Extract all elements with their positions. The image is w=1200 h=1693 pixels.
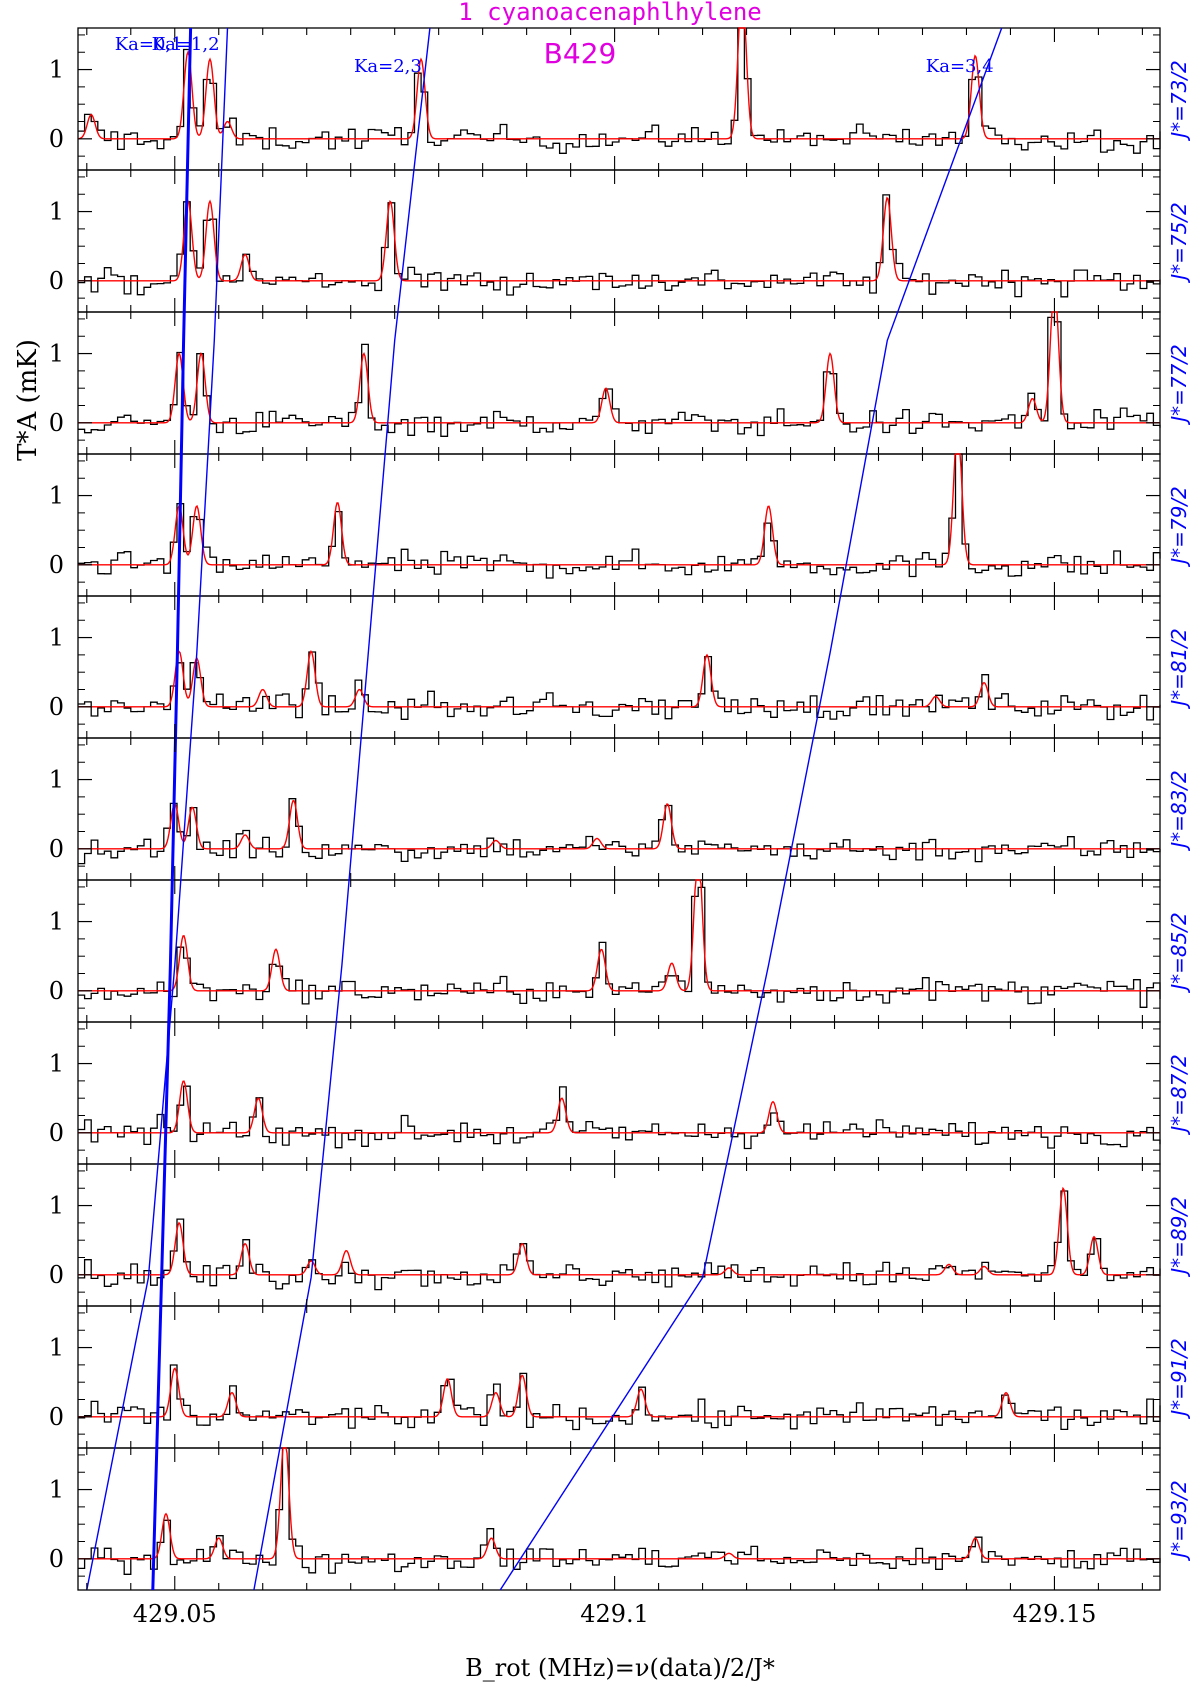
panel-label: J*=85/2: [1167, 912, 1191, 994]
panel-frame: [77, 1021, 1161, 1165]
model-spectrum: [78, 1080, 1160, 1134]
y-tick-label: 1: [49, 1050, 64, 1078]
panel-label: J*=93/2: [1167, 1480, 1191, 1562]
model-spectrum: [78, 1186, 1160, 1276]
panel-label: J*=89/2: [1167, 1196, 1191, 1278]
model-spectrum: [78, 453, 1160, 566]
model-spectrum: [78, 1447, 1160, 1560]
y-tick-label: 1: [49, 482, 64, 510]
y-tick-label: 1: [49, 1334, 64, 1362]
model-spectrum: [78, 879, 1160, 992]
y-tick-label: 0: [49, 125, 64, 153]
model-spectrum: [78, 650, 1160, 708]
panel-frame: [77, 169, 1161, 313]
guide-label: Ka=1,2: [152, 34, 220, 55]
y-tick-label: 0: [49, 1403, 64, 1431]
chart-title: 1 cyanoacenaphlhylene: [458, 0, 761, 26]
guide-curve: [86, 27, 229, 1591]
observed-spectrum: [78, 1447, 1161, 1575]
y-tick-label: 0: [49, 267, 64, 295]
guide-curve: [253, 27, 431, 1591]
guide-label: Ka=3,4: [926, 56, 994, 77]
x-tick-label: 429.05: [133, 1600, 217, 1628]
observed-spectrum: [78, 651, 1161, 721]
observed-spectrum: [78, 1190, 1161, 1291]
observed-spectrum: [78, 1364, 1161, 1431]
guide-label: Ka=0,1: [115, 34, 183, 55]
panel-label: J*=91/2: [1167, 1338, 1191, 1420]
y-tick-label: 1: [49, 908, 64, 936]
observed-spectrum: [78, 316, 1161, 437]
y-tick-label: 0: [49, 1545, 64, 1573]
guide-curve: [499, 27, 1003, 1591]
y-axis-label: T*A (mK): [13, 339, 43, 461]
x-tick-label: 429.1: [580, 1600, 649, 1628]
model-spectrum: [78, 799, 1160, 850]
y-tick-label: 0: [49, 977, 64, 1005]
y-tick-label: 0: [49, 1119, 64, 1147]
panel-frames: [77, 27, 1161, 1591]
y-tick-label: 1: [49, 1476, 64, 1504]
panel-label: J*=87/2: [1167, 1054, 1191, 1136]
panel-frame: [77, 1163, 1161, 1307]
model-spectrum: [78, 311, 1160, 424]
guide-label: Ka=2,3: [354, 56, 422, 77]
axis-ticks: [78, 28, 1160, 1590]
y-tick-label: 0: [49, 551, 64, 579]
y-tick-label: 1: [49, 198, 64, 226]
panel-frame: [77, 1305, 1161, 1449]
y-tick-label: 0: [49, 409, 64, 437]
panel-frame: [77, 311, 1161, 455]
observed-spectrum: [78, 453, 1161, 579]
model-spectrum: [78, 196, 1160, 282]
y-tick-label: 0: [49, 835, 64, 863]
panel-label: J*=79/2: [1167, 486, 1191, 568]
y-tick-label: 1: [49, 766, 64, 794]
x-tick-label: 429.15: [1012, 1600, 1096, 1628]
y-tick-label: 1: [49, 624, 64, 652]
y-tick-label: 1: [49, 56, 64, 84]
y-tick-label: 0: [49, 1261, 64, 1289]
observed-spectrum: [78, 27, 1161, 154]
observed-spectrum: [78, 194, 1161, 298]
panel-frame: [77, 453, 1161, 597]
panel-label: J*=77/2: [1167, 344, 1191, 426]
panel-frame: [77, 1447, 1161, 1591]
panel-label: J*=73/2: [1167, 60, 1191, 142]
panel-label: J*=75/2: [1167, 202, 1191, 284]
observed-spectrum: [78, 1085, 1161, 1150]
panel-label: J*=83/2: [1167, 770, 1191, 852]
model-spectra: [77, 27, 1160, 1560]
y-tick-label: 1: [49, 340, 64, 368]
panel-frame: [77, 879, 1161, 1023]
guide-curve: [151, 27, 193, 1591]
panel-frame: [77, 595, 1161, 739]
panel-label: J*=81/2: [1167, 628, 1191, 710]
observed-spectrum: [78, 798, 1161, 865]
model-spectrum: [78, 1367, 1160, 1418]
observed-spectrum: [78, 886, 1161, 1008]
x-axis-label: B_rot (MHz)=ν(data)/2/J*: [465, 1654, 775, 1682]
chart-subtitle: B429: [544, 37, 617, 70]
guide-curves: [86, 27, 1003, 1591]
axis-labels: 0 1 J*=73/2 0 1 J*=75/2 0 1 J*=77/2 0 1 J*=79/2 0 1 J*…: [49, 34, 1191, 1628]
observed-spectra: [78, 27, 1161, 1575]
model-spectrum: [77, 27, 1160, 140]
y-tick-label: 0: [49, 693, 64, 721]
panel-frame: [77, 27, 1161, 171]
y-tick-label: 1: [49, 1192, 64, 1220]
panel-frame: [77, 737, 1161, 881]
